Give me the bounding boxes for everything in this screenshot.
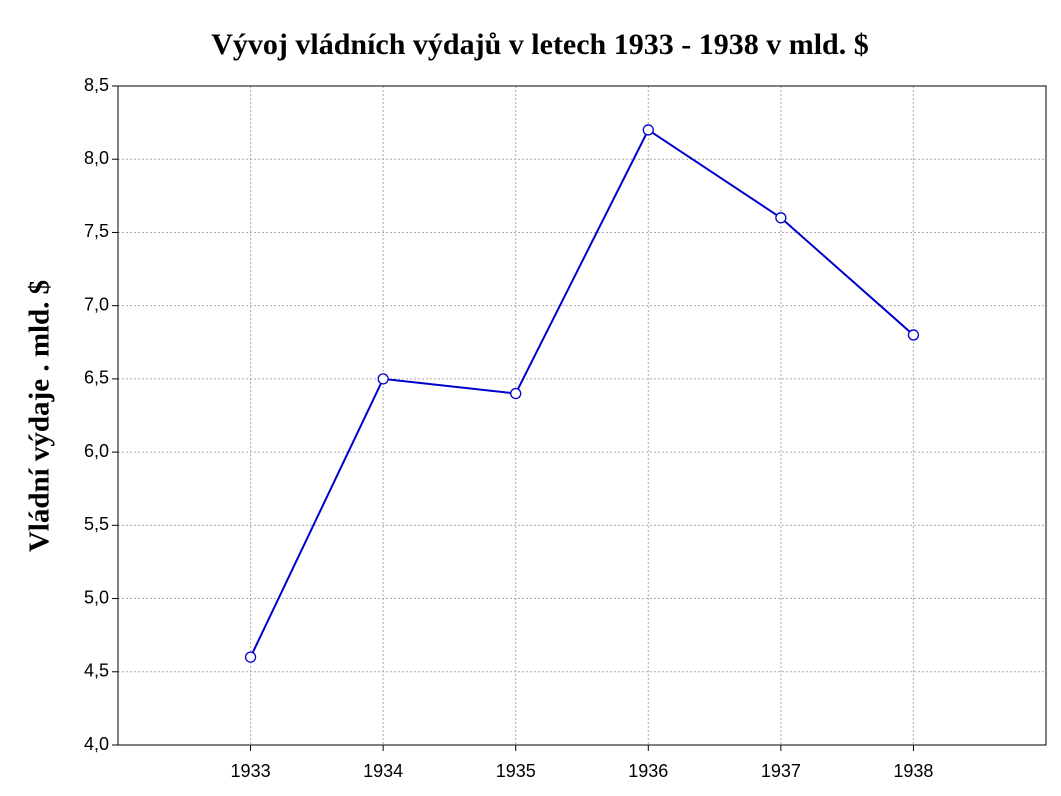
y-tick-label: 7,0	[84, 294, 109, 314]
y-tick-label: 5,5	[84, 514, 109, 534]
x-tick-label: 1933	[231, 761, 271, 781]
y-tick-label: 7,5	[84, 221, 109, 241]
plot-area	[118, 86, 1046, 745]
y-tick-label: 4,0	[84, 734, 109, 754]
data-point	[244, 651, 257, 663]
data-point	[510, 387, 522, 400]
data-point	[642, 124, 654, 136]
x-tick-label: 1937	[761, 761, 801, 781]
x-tick-label: 1938	[893, 761, 933, 781]
y-tick-label: 6,5	[84, 368, 109, 388]
x-tick-label: 1935	[496, 761, 536, 781]
y-tick-label: 5,0	[84, 587, 109, 607]
y-tick-label: 4,5	[84, 661, 109, 681]
plot-frame	[117, 85, 1047, 746]
data-point	[907, 329, 920, 341]
y-tick-label: 8,5	[84, 75, 109, 95]
chart-title: Vývoj vládních výdajů v letech 1933 - 19…	[211, 28, 869, 61]
y-tick-label: 8,0	[84, 148, 109, 168]
y-axis-label: Vládní výdaje . mld. $	[24, 280, 56, 552]
data-line	[249, 128, 915, 658]
data-point	[775, 212, 787, 224]
x-tick-label: 1934	[363, 761, 403, 781]
y-tick-label: 6,0	[84, 441, 109, 461]
data-point	[377, 373, 389, 385]
x-tick-label: 1936	[628, 761, 668, 781]
